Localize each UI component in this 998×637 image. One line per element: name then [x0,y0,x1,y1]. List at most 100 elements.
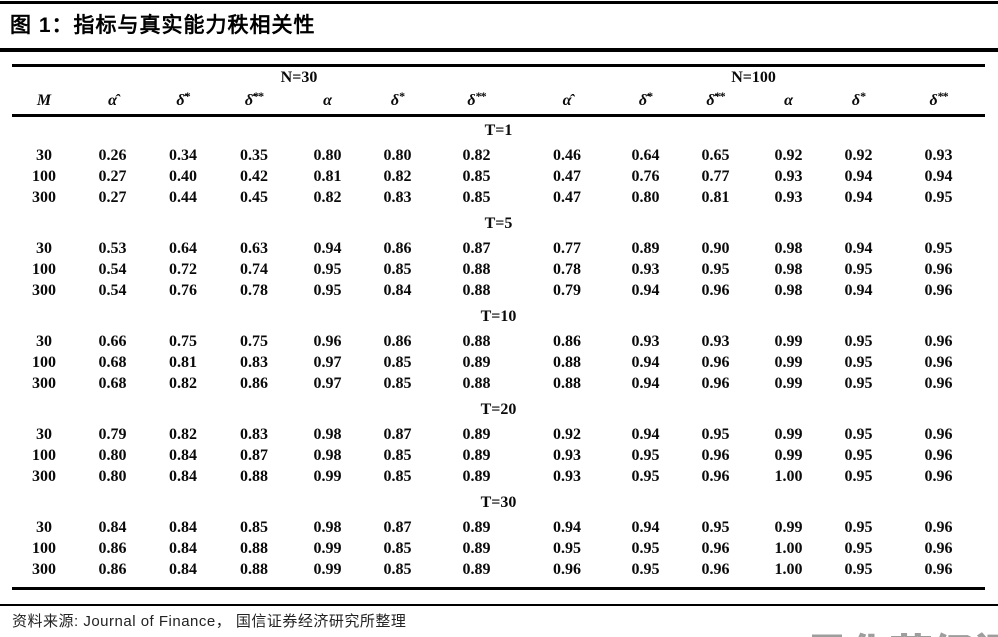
table-cell: 0.95 [701,519,730,536]
table-cell: 0.89 [462,447,491,464]
table-cell: 0.90 [701,240,730,257]
table-cell: 0.96 [701,447,730,464]
table-cell: 0.85 [240,519,268,536]
table-cell: 0.89 [462,540,491,557]
table-cell: 0.96 [701,375,730,392]
table-cell: 0.96 [924,540,953,557]
column-superscript: ** [475,88,487,103]
column-symbol: M [36,92,52,110]
table-cell: 300 [32,282,56,299]
table-cell: 0.94 [631,375,660,392]
column-symbol: δ̂ [244,91,254,109]
table-cell: 0.84 [169,447,197,464]
table-cell: 0.94 [844,168,873,185]
table-cell: 0.88 [462,261,491,278]
column-header-cell: δ̂* [612,88,680,117]
table-cell: 0.85 [383,468,412,485]
table-cell: 0.95 [844,375,873,392]
table-cell: 0.86 [98,561,127,578]
table-cell: 0.42 [240,168,268,185]
table-cell: 0.89 [462,519,491,536]
column-symbol: δ [390,91,400,109]
table-cell: 0.80 [383,147,412,164]
table-cell: 0.93 [774,168,803,185]
table-cell: 0.99 [774,333,803,350]
table-cell: 0.84 [169,519,197,536]
table-cell: 0.94 [844,189,873,206]
table-cell: 0.89 [631,240,660,257]
table-cell: 0.89 [462,354,491,371]
source-note: 资料来源: Journal of Finance， 国信证券经济研究所整理 [12,613,407,630]
table-cell: 1.00 [774,561,803,578]
table-cell: 0.85 [383,354,412,371]
table-cell: 300 [32,375,56,392]
table-cell: 0.92 [844,147,873,164]
column-header-cell: α [291,88,364,117]
table-cell: 0.88 [462,333,491,350]
column-superscript: ** [937,88,949,103]
table-cell: 0.97 [313,375,342,392]
table-cell: 100 [32,447,56,464]
table-cell: 0.88 [462,282,491,299]
group-header-cell: N=100 [731,69,776,86]
table-cell: 0.84 [169,540,197,557]
table-cell: 0.68 [98,375,127,392]
table-cell: 0.95 [844,333,873,350]
table-cell: 0.99 [313,468,342,485]
column-symbol: α [323,92,332,110]
table-cell: 0.95 [313,282,342,299]
table-cell: 0.94 [553,519,582,536]
table-cell: 0.64 [631,147,660,164]
table-cell: 0.76 [631,168,660,185]
table-cell: 0.86 [383,240,412,257]
table-cell: 0.95 [924,240,953,257]
table-cell: 0.34 [169,147,197,164]
section-row: T=1 [12,115,985,145]
table-cell: 0.85 [383,561,412,578]
table-cell: 0.93 [924,147,953,164]
table-cell: 0.85 [462,189,491,206]
table-cell: 0.96 [553,561,582,578]
table-cell: 0.82 [383,168,412,185]
table-body: T=1 30 0.26 0.34 0.35 0.80 0.80 0.82 0.46 0.64 0.6… [12,115,985,589]
table-cell: 0.95 [844,447,873,464]
table-cell: 0.84 [98,519,127,536]
table-cell: 0.95 [844,561,873,578]
table-cell: 0.96 [924,282,953,299]
table-cell: 0.93 [553,447,582,464]
table-cell: 0.85 [383,261,412,278]
column-header-cell: δ** [892,88,986,117]
table-row: 30 0.53 0.64 0.63 0.94 0.86 0.87 0.77 0.89 0.90 0.… [12,238,985,259]
table-cell: 0.96 [924,561,953,578]
table-cell: 0.85 [462,168,491,185]
table-cell: 0.80 [313,147,342,164]
table-cell: 0.87 [240,447,268,464]
table-cell: 0.99 [774,519,803,536]
column-symbol: α̂ [108,92,117,110]
column-header-cell: δ̂** [217,88,291,117]
table-cell: 0.64 [169,240,197,257]
table-cell: 100 [32,354,56,371]
table-cell: 0.96 [701,561,730,578]
table-cell: 0.94 [631,354,660,371]
group-header-cell: N=30 [280,69,318,86]
table-cell: 300 [32,189,56,206]
table-cell: 0.27 [98,189,127,206]
section-label: T=20 [480,400,517,418]
table-cell: 100 [32,261,56,278]
section-row: T=5 [12,208,985,238]
table-cell: 0.85 [383,540,412,557]
table-cell: 0.88 [462,375,491,392]
table-cell: 0.95 [844,519,873,536]
table-row: 30 0.66 0.75 0.75 0.96 0.86 0.88 0.86 0.93 0.93 0.… [12,331,985,352]
table-cell: 0.96 [701,540,730,557]
table-cell: 0.79 [98,426,127,443]
table-cell: 0.94 [313,240,342,257]
table-cell: 0.93 [774,189,803,206]
table-cell: 0.96 [924,426,953,443]
table-cell: 0.66 [98,333,127,350]
table-cell: 0.95 [844,426,873,443]
table-cell: 100 [32,168,56,185]
figure-title: 图 1：指标与真实能力秩相关性 [10,14,316,37]
